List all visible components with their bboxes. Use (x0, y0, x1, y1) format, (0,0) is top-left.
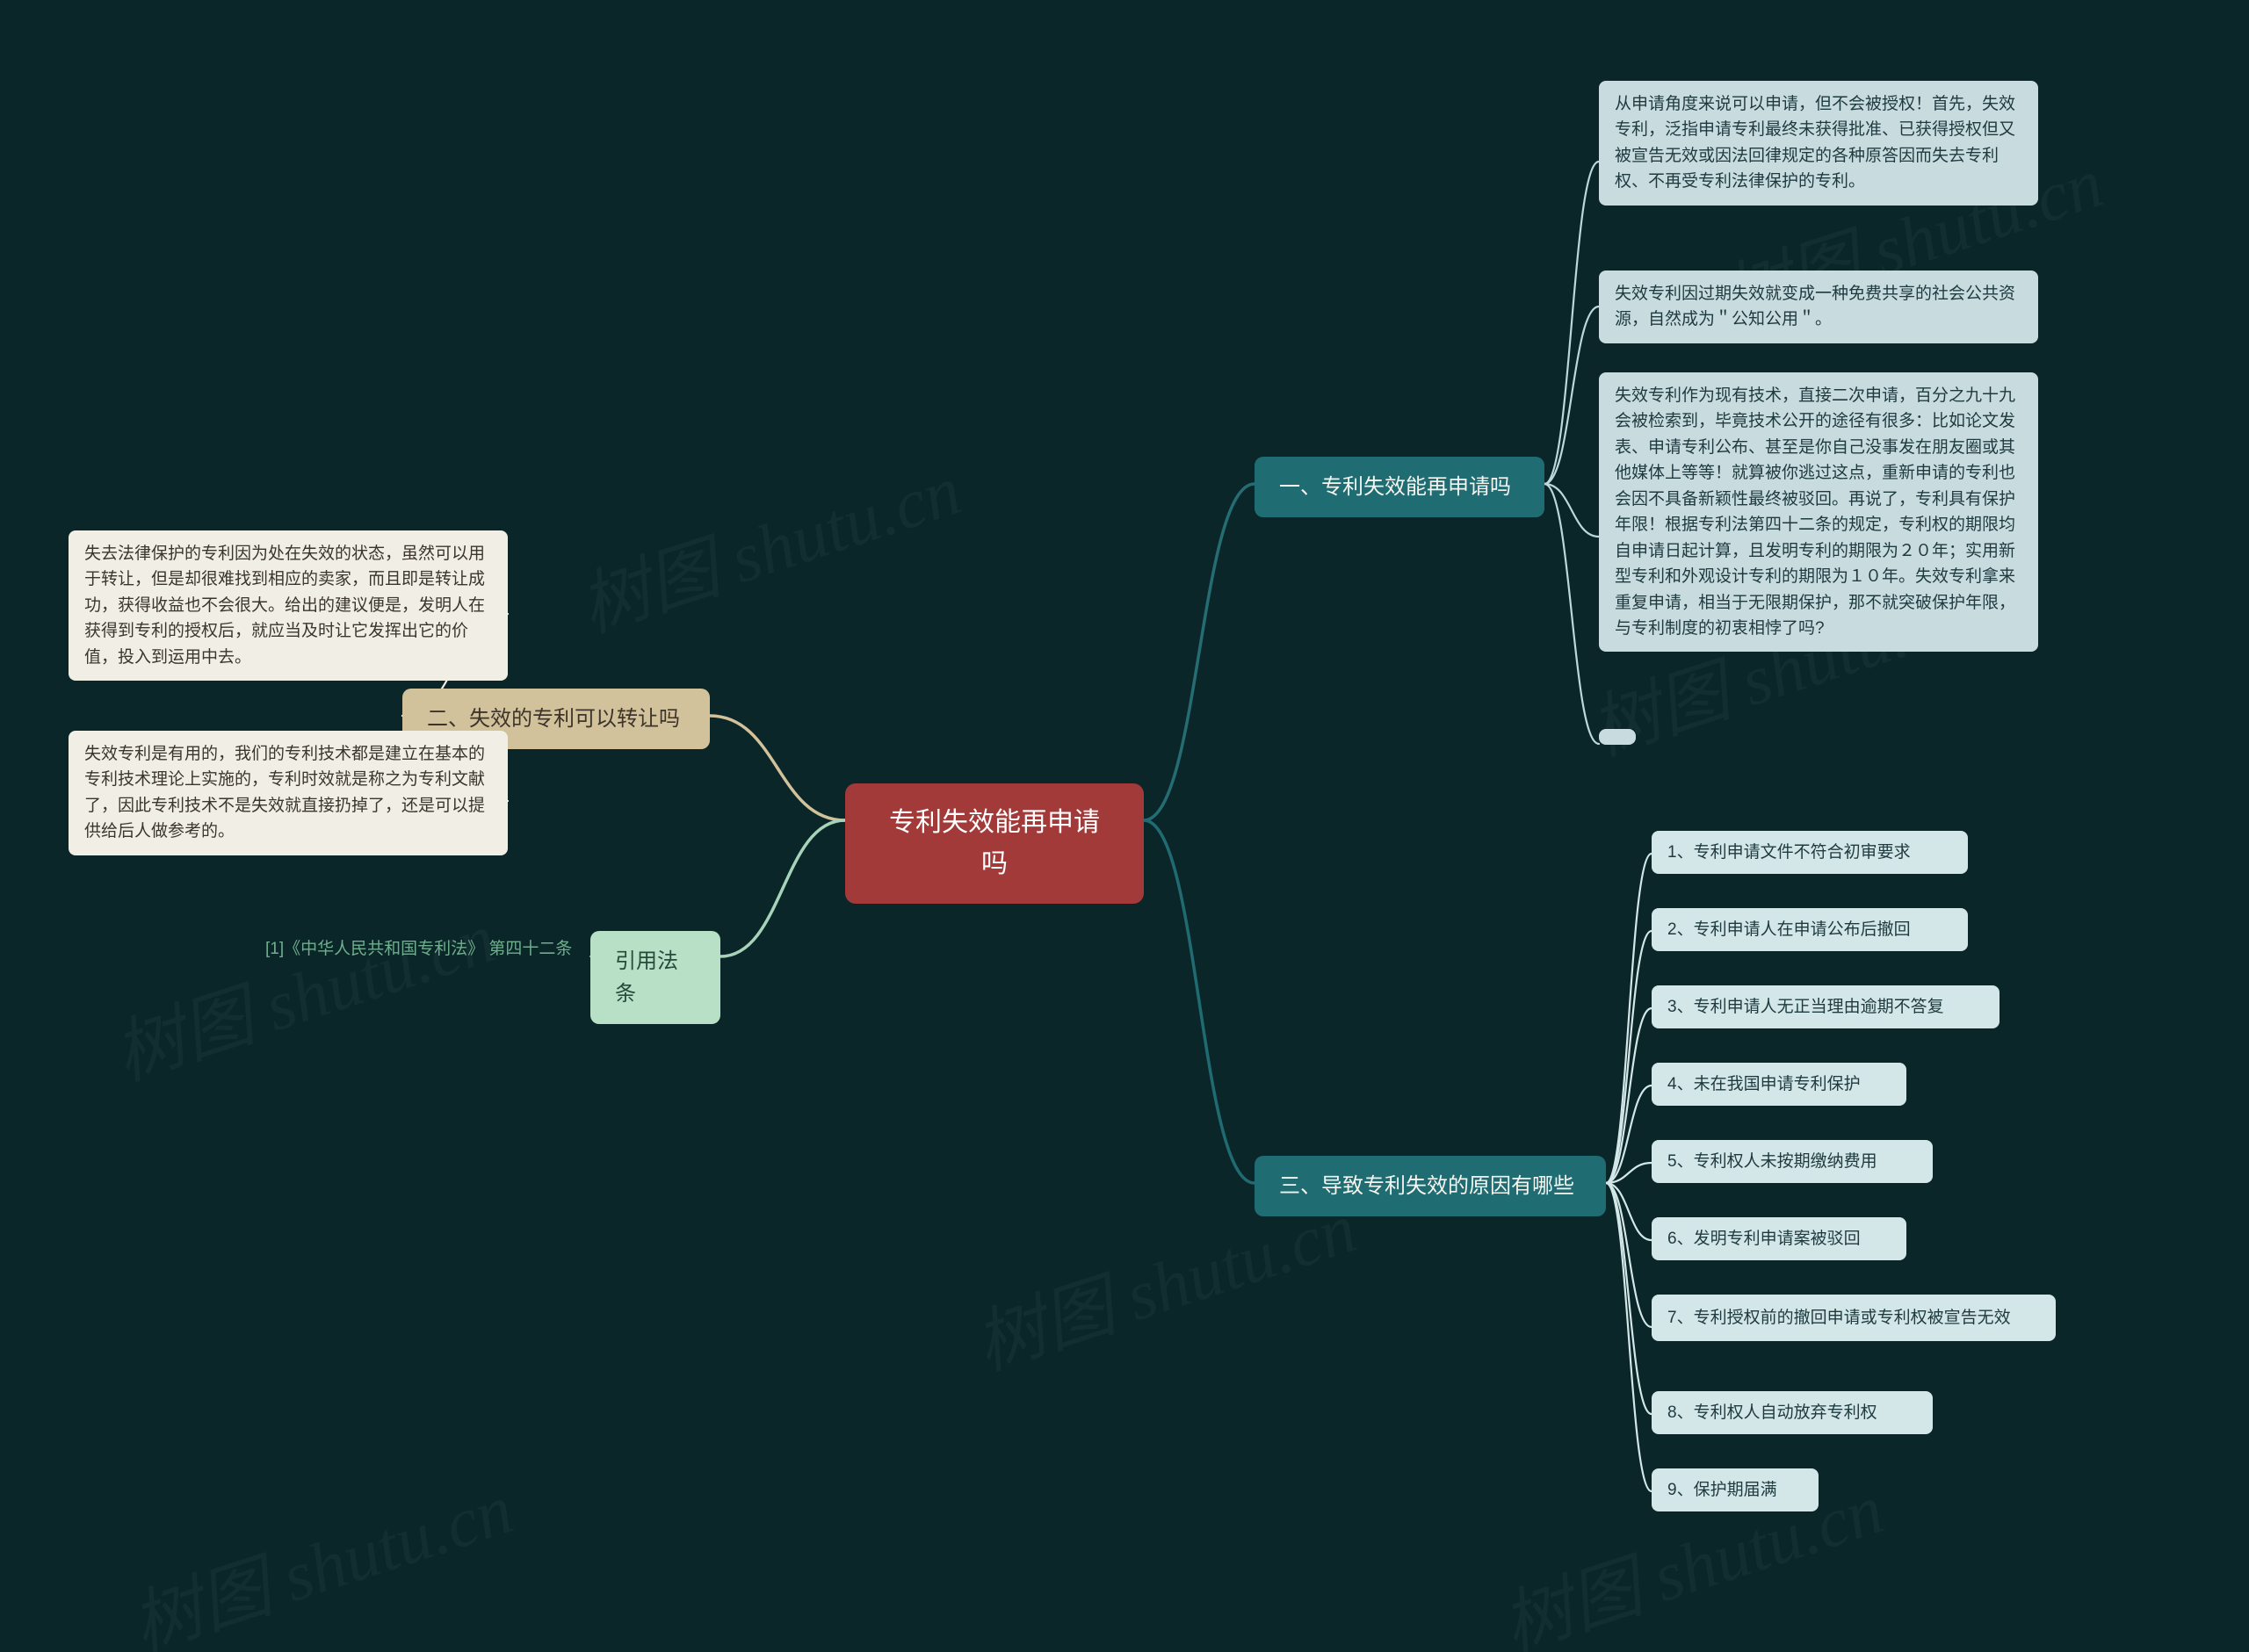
leaf-b4-0: [1]《中华人民共和国专利法》 第四十二条 (265, 938, 617, 962)
leaf-b1-3 (1599, 729, 1636, 745)
leaf-b2-0: 失去法律保护的专利因为处在失效的状态，虽然可以用于转让，但是却很难找到相应的卖家… (69, 530, 508, 681)
leaf-b3-2: 3、专利申请人无正当理由逾期不答复 (1652, 985, 2000, 1028)
leaf-b3-8: 9、保护期届满 (1652, 1468, 1819, 1511)
leaf-b3-5: 6、发明专利申请案被驳回 (1652, 1217, 1906, 1260)
branch-b3: 三、导致专利失效的原因有哪些 (1255, 1156, 1606, 1216)
watermark: 树图 shutu.cn (99, 881, 506, 1100)
leaf-b3-6: 7、专利授权前的撤回申请或专利权被宣告无效 (1652, 1295, 2056, 1341)
leaf-b3-3: 4、未在我国申请专利保护 (1652, 1063, 1906, 1106)
watermark: 树图 shutu.cn (117, 1452, 524, 1652)
leaf-b1-1: 失效专利因过期失效就变成一种免费共享的社会公共资源，自然成为＂公知公用＂。 (1599, 271, 2038, 343)
leaf-b3-1: 2、专利申请人在申请公布后撤回 (1652, 908, 1968, 951)
root-node: 专利失效能再申请吗 (845, 783, 1144, 904)
leaf-b3-0: 1、专利申请文件不符合初审要求 (1652, 831, 1968, 874)
leaf-b3-7: 8、专利权人自动放弃专利权 (1652, 1391, 1933, 1434)
branch-b1: 一、专利失效能再申请吗 (1255, 457, 1544, 517)
mindmap-canvas: 树图 shutu.cn 树图 shutu.cn 树图 shutu.cn 树图 s… (0, 0, 2249, 1652)
leaf-b2-1: 失效专利是有用的，我们的专利技术都是建立在基本的专利技术理论上实施的，专利时效就… (69, 731, 508, 855)
watermark: 树图 shutu.cn (565, 433, 972, 652)
leaf-b3-4: 5、专利权人未按期缴纳费用 (1652, 1140, 1933, 1183)
leaf-b1-0: 从申请角度来说可以申请，但不会被授权！首先，失效专利，泛指申请专利最终未获得批准… (1599, 81, 2038, 206)
leaf-b1-2: 失效专利作为现有技术，直接二次申请，百分之九十九会被检索到，毕竟技术公开的途径有… (1599, 372, 2038, 652)
